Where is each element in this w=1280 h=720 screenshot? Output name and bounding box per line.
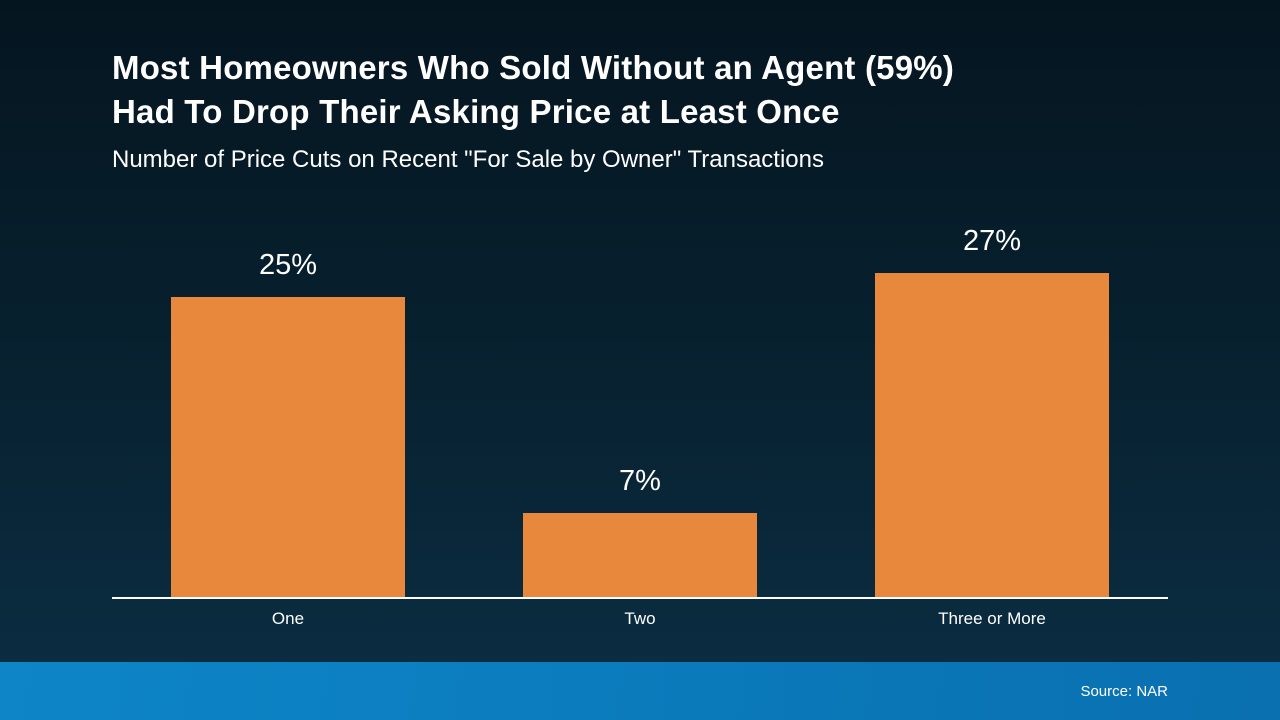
footer-bar: Source: NAR xyxy=(0,662,1280,720)
bar-value-label: 25% xyxy=(258,249,318,281)
chart-title-line-2: Had To Drop Their Asking Price at Least … xyxy=(112,92,840,130)
bar-value-label: 27% xyxy=(962,225,1022,257)
bar xyxy=(523,513,757,597)
chart-title-line-1: Most Homeowners Who Sold Without an Agen… xyxy=(112,49,955,86)
x-axis-line xyxy=(112,597,1168,599)
plot-area: 25% 7% 27% xyxy=(112,215,1168,597)
x-axis-category-label: Three or More xyxy=(938,609,1046,628)
chart-title: Most Homeowners Who Sold Without an Agen… xyxy=(112,46,1220,134)
bar-column: 7% xyxy=(464,215,816,597)
bar-chart: 25% 7% 27% One Two Three or More xyxy=(112,215,1168,629)
chart-header: Most Homeowners Who Sold Without an Agen… xyxy=(112,46,1220,175)
bar-column: 25% xyxy=(112,215,464,597)
source-label: Source: NAR xyxy=(1080,682,1168,700)
bar xyxy=(171,297,405,597)
chart-subtitle: Number of Price Cuts on Recent "For Sale… xyxy=(112,145,824,173)
x-axis-category-label: One xyxy=(271,609,305,628)
bar-column: 27% xyxy=(816,215,1168,597)
bar xyxy=(875,273,1109,597)
x-axis-labels: One Two Three or More xyxy=(112,609,1168,629)
x-axis-category-label: Two xyxy=(624,609,656,628)
bar-value-label: 7% xyxy=(619,465,661,497)
